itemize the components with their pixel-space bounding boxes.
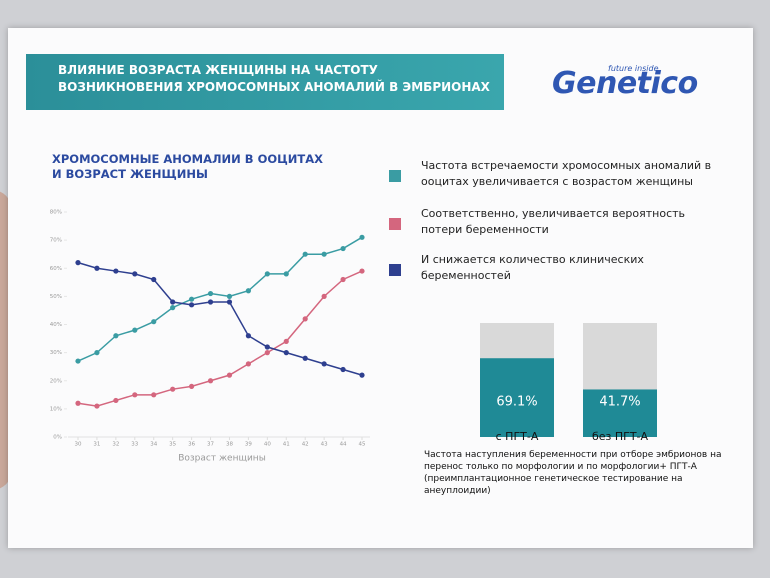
bar-caption: Частота наступления беременности при отб…: [424, 450, 722, 496]
series-point: [113, 333, 119, 339]
y-tick-label: 20%: [50, 378, 62, 384]
x-tick-label: 32: [112, 442, 119, 448]
series-point: [245, 288, 251, 294]
bar-value-label: 41.7%: [599, 395, 640, 410]
logo: Genetico: [552, 66, 698, 101]
legend-swatch: [389, 170, 401, 182]
legend-swatch: [389, 218, 401, 230]
x-tick-label: 42: [302, 442, 309, 448]
series-point: [75, 358, 81, 364]
legend-text: Соответственно, увеличивается вероятност…: [421, 207, 686, 236]
y-tick-label: 60%: [50, 266, 62, 272]
y-tick-label: 40%: [50, 322, 62, 328]
x-tick-label: 34: [150, 442, 157, 448]
series-point: [132, 392, 138, 398]
series-line: [77, 261, 363, 376]
x-tick-label: 36: [188, 442, 195, 448]
series-point: [302, 355, 308, 361]
bar-value-label: 69.1%: [496, 395, 537, 410]
series-point: [340, 276, 346, 283]
series-point: [170, 305, 176, 311]
series-point: [264, 271, 270, 277]
x-tick-label: 44: [340, 442, 347, 448]
x-tick-label: 33: [131, 442, 138, 448]
legend-text: И снижается количество клинических берем…: [421, 253, 644, 282]
series-point: [359, 372, 365, 378]
y-tick-label: 70%: [50, 238, 62, 244]
x-tick-label: 40: [264, 442, 271, 448]
x-tick-label: 41: [283, 442, 290, 448]
series-point: [132, 327, 138, 333]
y-tick-label: 30%: [50, 350, 62, 356]
series-point: [283, 350, 289, 356]
series-point: [189, 383, 195, 389]
x-tick-label: 45: [359, 442, 366, 448]
series-point: [151, 319, 157, 325]
bar-category-label: с ПГТ-А: [496, 430, 539, 443]
chart-title: ХРОМОСОМНЫЕ АНОМАЛИИ В ООЦИТАХ И ВОЗРАСТ…: [52, 152, 324, 181]
series-point: [113, 397, 119, 404]
series-point: [245, 361, 251, 367]
y-tick-label: 50%: [50, 294, 62, 300]
series-point: [189, 302, 195, 308]
series-point: [340, 366, 346, 373]
series-point: [132, 271, 138, 277]
header-band: [26, 54, 504, 110]
series-point: [94, 350, 100, 356]
series-point: [189, 296, 195, 302]
series-point: [170, 299, 176, 305]
bar: [583, 389, 657, 437]
series-point: [151, 392, 157, 398]
series-point: [359, 234, 365, 240]
series-point: [321, 251, 327, 257]
logo-tagline: future inside: [608, 64, 659, 73]
series-point: [113, 268, 119, 274]
series-point: [359, 268, 365, 274]
series-point: [321, 293, 327, 299]
series-point: [94, 403, 100, 409]
legend-text: Частота встречаемости хромосомных аномал…: [421, 159, 712, 188]
series-point: [302, 251, 308, 257]
series-point: [321, 361, 327, 367]
series-line: [77, 270, 363, 407]
series-point: [340, 245, 346, 252]
bar-category-label: без ПГТ-А: [592, 430, 649, 443]
series-point: [283, 338, 289, 344]
legend-swatch: [389, 264, 401, 276]
x-tick-label: 30: [75, 442, 82, 448]
y-tick-label: 0%: [53, 435, 62, 441]
y-tick-label: 80%: [50, 210, 62, 216]
x-tick-label: 31: [93, 442, 100, 448]
x-tick-label: 37: [207, 442, 214, 448]
header-title: ВЛИЯНИЕ ВОЗРАСТА ЖЕНЩИНЫ НА ЧАСТОТУ ВОЗН…: [58, 63, 490, 94]
bar: [480, 358, 554, 437]
x-tick-label: 43: [321, 442, 328, 448]
series-point: [302, 316, 308, 322]
x-tick-label: 35: [169, 442, 176, 448]
series-point: [207, 299, 214, 305]
series-point: [264, 344, 270, 350]
y-tick-label: 10%: [50, 406, 62, 412]
x-tick-label: 39: [245, 442, 252, 448]
paper: [8, 28, 753, 548]
series-point: [75, 400, 81, 406]
series-point: [75, 260, 81, 266]
series-point: [226, 372, 233, 378]
series-point: [94, 265, 100, 271]
series-point: [264, 350, 270, 356]
series-point: [207, 378, 214, 384]
x-axis-label: Возраст женщины: [178, 454, 266, 464]
series-point: [151, 276, 157, 283]
series-point: [207, 290, 214, 297]
series-point: [226, 293, 233, 299]
series-line: [77, 236, 363, 362]
x-tick-label: 38: [226, 442, 233, 448]
series-point: [245, 333, 251, 339]
series-point: [283, 271, 289, 277]
series-point: [170, 386, 176, 392]
series-point: [226, 299, 233, 305]
